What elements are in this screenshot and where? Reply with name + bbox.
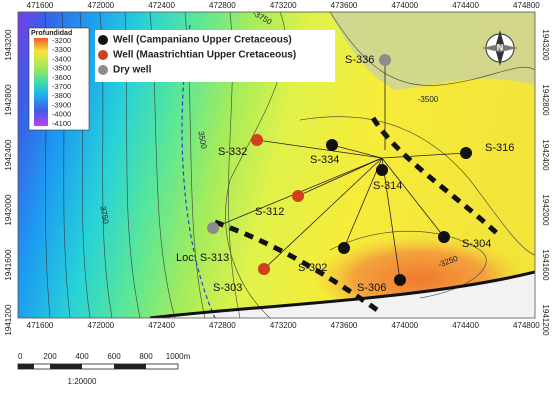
colorbar-label: -4100 bbox=[52, 119, 71, 128]
colorbar-label: -3800 bbox=[52, 91, 71, 100]
legend-label: Well (Campaniano Upper Cretaceous) bbox=[113, 35, 292, 46]
well bbox=[438, 231, 450, 243]
x-coord-label: 474000 bbox=[391, 321, 418, 330]
x-coord-label: 473200 bbox=[270, 1, 297, 10]
x-coord-label: 472800 bbox=[209, 321, 236, 330]
colorbar-label: -3600 bbox=[52, 73, 71, 82]
well-label: S-334 bbox=[310, 154, 339, 166]
legend-marker bbox=[98, 65, 108, 75]
contour-label: 3750 bbox=[98, 205, 110, 225]
well bbox=[292, 190, 304, 202]
well bbox=[379, 54, 391, 66]
colorbar-label: -4000 bbox=[52, 110, 71, 119]
contour-label: 3500 bbox=[196, 130, 208, 150]
x-coord-label: 472400 bbox=[148, 321, 175, 330]
x-coord-label: 472800 bbox=[209, 1, 236, 10]
x-coord-label: 474400 bbox=[452, 1, 479, 10]
well bbox=[394, 274, 406, 286]
y-coord-label: 1942400 bbox=[541, 139, 550, 171]
x-coord-label: 472000 bbox=[87, 321, 114, 330]
x-coord-label: 473600 bbox=[331, 1, 358, 10]
well-label: S-303 bbox=[213, 282, 242, 294]
scale-label: 200 bbox=[43, 352, 57, 361]
y-coord-label: 1942800 bbox=[541, 84, 550, 116]
colorbar-label: -3900 bbox=[52, 100, 71, 109]
x-coord-label: 474400 bbox=[452, 321, 479, 330]
y-coord-label: 1942000 bbox=[541, 194, 550, 226]
x-coord-label: 472400 bbox=[148, 1, 175, 10]
scale-ratio: 1:20000 bbox=[68, 377, 97, 386]
legend-marker bbox=[98, 35, 108, 45]
well-label: S-312 bbox=[255, 206, 284, 218]
y-coord-label: 1942000 bbox=[4, 194, 13, 226]
legend-label: Well (Maastrichtian Upper Cretaceous) bbox=[113, 50, 296, 61]
well-label: S-336 bbox=[345, 54, 374, 66]
well bbox=[376, 164, 388, 176]
x-coord-label: 474000 bbox=[391, 1, 418, 10]
scale-bar bbox=[17, 363, 179, 370]
scale-label: 0 bbox=[18, 352, 23, 361]
y-coord-label: 1941600 bbox=[4, 249, 13, 281]
colorbar-label: -3300 bbox=[52, 45, 71, 54]
well-label: S-314 bbox=[373, 180, 402, 192]
well bbox=[207, 222, 219, 234]
well bbox=[460, 147, 472, 159]
y-coord-label: 1941600 bbox=[541, 249, 550, 281]
legend-marker bbox=[98, 50, 108, 60]
well bbox=[338, 242, 350, 254]
x-coord-label: 471600 bbox=[27, 321, 54, 330]
y-coord-label: 1943200 bbox=[4, 29, 13, 61]
well bbox=[326, 139, 338, 151]
scale-label: 400 bbox=[75, 352, 89, 361]
well-label: S-304 bbox=[462, 238, 491, 250]
x-coord-label: 473600 bbox=[331, 321, 358, 330]
colorbar-label: -3500 bbox=[52, 64, 71, 73]
y-coord-label: 1941200 bbox=[4, 304, 13, 336]
north-label: N bbox=[497, 42, 504, 52]
colorbar-title: Profundidad bbox=[31, 30, 72, 37]
x-coord-label: 472000 bbox=[87, 1, 114, 10]
scale-label: 600 bbox=[107, 352, 121, 361]
colorbar-label: -3700 bbox=[52, 82, 71, 91]
well bbox=[258, 263, 270, 275]
x-coord-label: 474800 bbox=[513, 1, 540, 10]
colorbar-label: -3200 bbox=[52, 36, 71, 45]
well-label: S-332 bbox=[218, 146, 247, 158]
north-arrow bbox=[482, 30, 518, 66]
x-coord-label: 474800 bbox=[513, 321, 540, 330]
well-label: S-306 bbox=[357, 282, 386, 294]
well-label: S-316 bbox=[485, 142, 514, 154]
scale-label: 1000m bbox=[166, 352, 191, 361]
scale-label: 800 bbox=[139, 352, 153, 361]
y-coord-label: 1941200 bbox=[541, 304, 550, 336]
y-coord-label: 1943200 bbox=[541, 29, 550, 61]
y-coord-label: 1942400 bbox=[4, 139, 13, 171]
x-coord-label: 473200 bbox=[270, 321, 297, 330]
well-label: S-302 bbox=[298, 262, 327, 274]
x-coord-label: 471600 bbox=[27, 1, 54, 10]
well-label: Loc. S-313 bbox=[176, 252, 229, 264]
legend-label: Dry well bbox=[113, 65, 152, 76]
well bbox=[251, 134, 263, 146]
y-coord-label: 1942800 bbox=[4, 84, 13, 116]
colorbar-label: -3400 bbox=[52, 54, 71, 63]
contour-label: -3500 bbox=[418, 95, 439, 104]
